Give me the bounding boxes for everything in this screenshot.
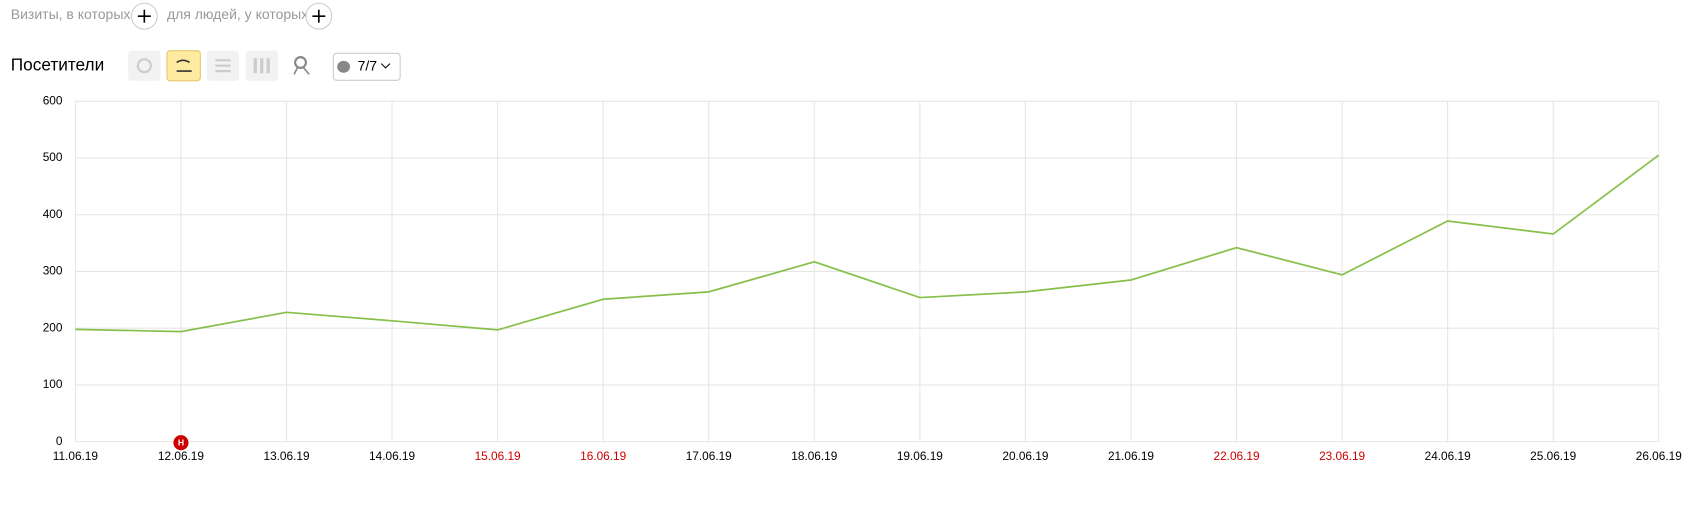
filter-label: для людей, у которых xyxy=(167,6,308,22)
chart-type-area[interactable] xyxy=(206,50,240,81)
chart-type-pie[interactable] xyxy=(128,50,161,81)
chart-type-line[interactable] xyxy=(166,50,201,82)
x-tick-label: 22.06.19 xyxy=(1214,449,1260,463)
y-tick-label: 500 xyxy=(43,150,63,164)
x-tick-label: 12.06.19 xyxy=(158,449,204,463)
y-tick-label: 600 xyxy=(43,93,63,107)
series-line xyxy=(75,154,1660,333)
x-tick-label: 25.06.19 xyxy=(1530,449,1576,463)
x-tick-label: 26.06.19 xyxy=(1636,449,1682,463)
x-tick-label: 11.06.19 xyxy=(53,449,99,463)
chart-type-bar[interactable] xyxy=(245,50,278,81)
y-tick-label: 400 xyxy=(43,207,63,221)
annotation-marker xyxy=(173,435,189,451)
x-tick-label: 17.06.19 xyxy=(686,449,732,463)
x-tick-label: 14.06.19 xyxy=(369,449,415,463)
x-tick-label: 15.06.19 xyxy=(475,449,521,463)
dropdown-label: 7/7 xyxy=(358,58,378,74)
y-tick-label: 100 xyxy=(43,377,63,391)
x-tick-label: 23.06.19 xyxy=(1319,449,1365,463)
x-tick-label: 24.06.19 xyxy=(1425,449,1471,463)
annotation-label: Н xyxy=(178,438,184,448)
add-button[interactable] xyxy=(130,2,158,30)
annotation[interactable]: Н xyxy=(173,435,189,451)
x-tick-label: 19.06.19 xyxy=(897,449,943,463)
filter-label: Визиты, в которых xyxy=(11,6,131,22)
section-title: Посетители xyxy=(11,54,104,74)
add-button[interactable] xyxy=(305,2,333,30)
x-tick-label: 16.06.19 xyxy=(580,449,626,463)
y-tick-label: 200 xyxy=(43,320,63,334)
x-tick-label: 21.06.19 xyxy=(1108,449,1154,463)
series-dropdown[interactable]: 7/7 xyxy=(332,52,401,81)
y-tick-label: 0 xyxy=(56,434,63,448)
x-tick-label: 18.06.19 xyxy=(791,449,837,463)
map-button[interactable] xyxy=(293,56,310,75)
x-tick-label: 13.06.19 xyxy=(263,449,309,463)
x-tick-label: 20.06.19 xyxy=(1002,449,1048,463)
y-tick-label: 300 xyxy=(43,264,63,278)
